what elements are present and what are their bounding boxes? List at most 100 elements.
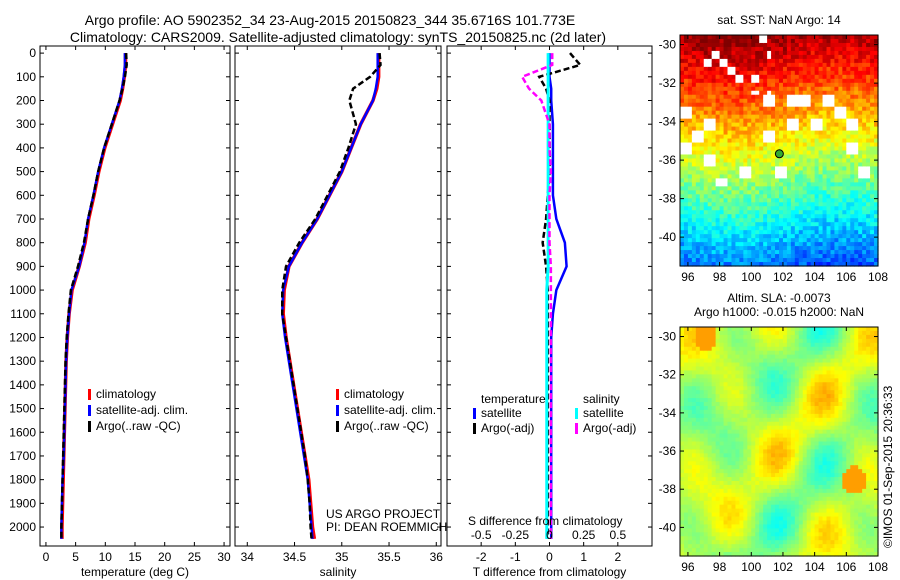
map-cell <box>731 453 737 458</box>
map-cell <box>782 358 788 364</box>
map-cell <box>703 238 709 243</box>
map-cell <box>794 46 800 52</box>
map-cell <box>846 74 851 80</box>
map-cell <box>731 166 737 172</box>
map-cell <box>858 35 863 40</box>
map-cell <box>759 370 764 375</box>
map-cell <box>771 238 776 243</box>
x-tick-label: 34.5 <box>283 550 307 564</box>
map-cell <box>695 441 701 447</box>
map-cell <box>794 118 800 124</box>
map-cell <box>786 158 792 164</box>
map-cell <box>874 262 879 267</box>
map-cell <box>691 126 697 132</box>
map-cell <box>703 504 709 510</box>
map-cell <box>818 122 824 128</box>
map-cell <box>763 214 768 219</box>
map-cell <box>735 242 740 247</box>
map-cell <box>699 234 705 239</box>
map-cell <box>782 114 788 120</box>
map-cell <box>751 162 756 168</box>
map-cell <box>695 194 701 199</box>
map-cell <box>683 398 689 403</box>
map-cell <box>850 50 855 56</box>
map-cell <box>759 214 764 219</box>
map-cell <box>775 358 780 364</box>
y-tick-label: 500 <box>16 165 36 179</box>
map-cell <box>790 70 796 76</box>
map-cell <box>822 74 828 80</box>
map-cell <box>850 114 855 120</box>
map-cell <box>719 382 725 387</box>
map-cell <box>862 198 867 203</box>
map-cell <box>866 74 871 80</box>
map-cell <box>723 453 729 458</box>
map-cell <box>747 354 752 360</box>
map-cell <box>715 417 721 423</box>
map-cell <box>874 110 879 116</box>
map-cell <box>723 457 729 462</box>
map-cell <box>735 445 740 450</box>
map-cell <box>798 122 804 128</box>
map-cell <box>755 206 760 211</box>
map-cell <box>739 182 744 187</box>
map-cell <box>695 142 701 148</box>
map-cell <box>790 206 796 211</box>
map-cell <box>747 262 752 267</box>
map-cell <box>779 488 784 494</box>
map-cell <box>759 202 764 207</box>
map-cell <box>715 362 721 368</box>
map-cell <box>695 528 701 533</box>
map-cell <box>790 62 796 68</box>
map-cell <box>794 54 800 60</box>
map-cell <box>834 202 839 207</box>
map-cell <box>779 346 784 352</box>
map-cell <box>798 512 804 518</box>
map-cell <box>743 238 748 243</box>
map-cell <box>842 142 847 148</box>
map-cell <box>814 106 820 112</box>
map-cell <box>719 250 725 255</box>
map-cell <box>794 86 800 92</box>
map-cell <box>846 258 851 263</box>
map-cell <box>818 190 824 195</box>
map-cell <box>850 250 855 255</box>
map-cell <box>790 198 796 203</box>
map-cell <box>814 46 820 52</box>
map-cell <box>814 110 820 116</box>
map-cell <box>763 142 768 148</box>
map-cell <box>731 457 737 462</box>
map-cell <box>806 78 812 84</box>
map-cell <box>723 182 729 187</box>
map-cell <box>723 425 729 431</box>
map-cell <box>687 178 693 183</box>
map-cell <box>842 218 847 223</box>
map-cell <box>767 469 772 474</box>
map-cell <box>727 166 733 172</box>
map-cell <box>814 150 820 156</box>
legend-label: climatology <box>96 387 156 401</box>
map-cell <box>719 425 725 431</box>
map-cell <box>731 544 737 549</box>
map-cell <box>735 234 740 239</box>
map-cell <box>802 70 808 76</box>
map-cell <box>743 358 748 364</box>
map-cell <box>779 552 784 557</box>
map-cell <box>806 130 812 136</box>
y-tick-label: -36 <box>659 153 677 167</box>
map-cell <box>866 242 871 247</box>
map-cell <box>779 38 784 44</box>
map-cell <box>790 114 796 120</box>
map-cell <box>727 520 733 526</box>
map-cell <box>715 46 721 52</box>
map-cell <box>751 473 756 478</box>
map-cell <box>707 226 713 231</box>
map-cell <box>699 242 705 247</box>
map-cell <box>834 170 839 175</box>
map-cell <box>826 90 832 96</box>
map-cell <box>731 488 737 494</box>
map-cell <box>826 250 832 255</box>
map-cell <box>779 58 784 64</box>
map-cell <box>731 35 737 40</box>
